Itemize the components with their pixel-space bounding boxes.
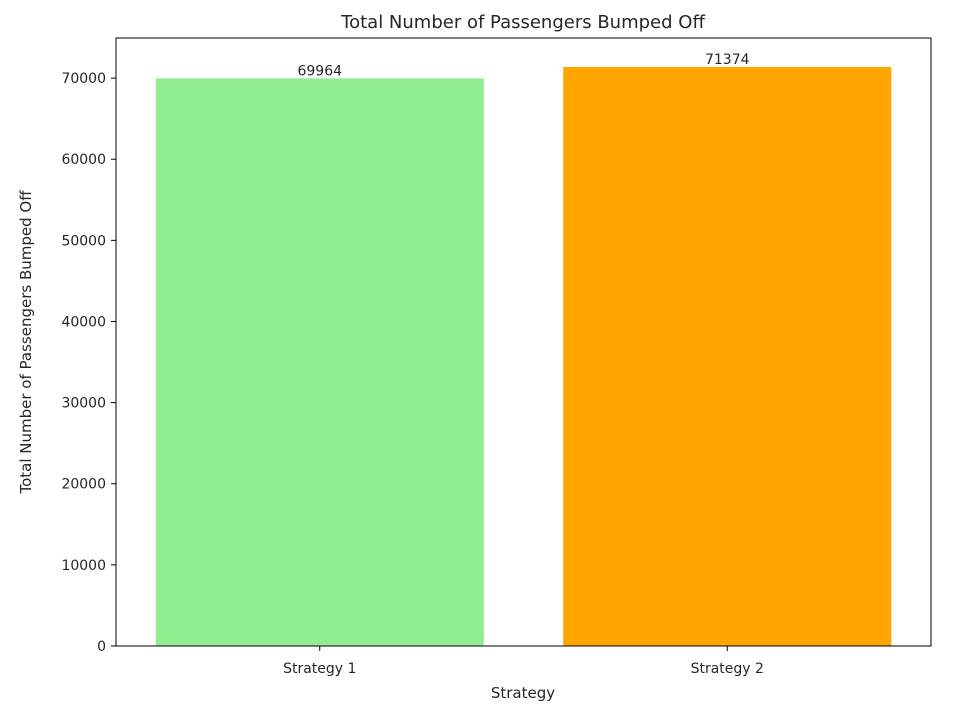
y-tick-label: 0 — [97, 639, 106, 655]
x-axis-label: Strategy — [491, 684, 555, 702]
bar-1 — [155, 78, 484, 646]
data-label-1: 69964 — [297, 63, 342, 79]
x-tick-label: Strategy 1 — [283, 661, 356, 677]
plot-frame — [115, 37, 932, 647]
y-tick-label: 60000 — [61, 152, 106, 168]
x-tick-label: Strategy 2 — [691, 661, 764, 677]
y-tick-label: 10000 — [61, 558, 106, 574]
y-tick-label: 70000 — [61, 71, 106, 87]
y-axis: 0 10000 20000 30000 40000 50000 60000 70000 — [61, 71, 116, 655]
data-label-2: 71374 — [705, 52, 750, 68]
bars-group — [155, 66, 892, 646]
y-tick-label: 50000 — [61, 233, 106, 249]
y-tick-label: 40000 — [61, 314, 106, 330]
chart-title: Total Number of Passengers Bumped Off — [340, 12, 705, 33]
bar-2 — [563, 66, 892, 646]
y-tick-label: 20000 — [61, 477, 106, 493]
data-labels-group: 69964 71374 — [297, 52, 749, 79]
y-axis-label: Total Number of Passengers Bumped Off — [17, 190, 35, 495]
x-axis: Strategy 1 Strategy 2 — [283, 646, 764, 677]
y-tick-label: 30000 — [61, 396, 106, 412]
